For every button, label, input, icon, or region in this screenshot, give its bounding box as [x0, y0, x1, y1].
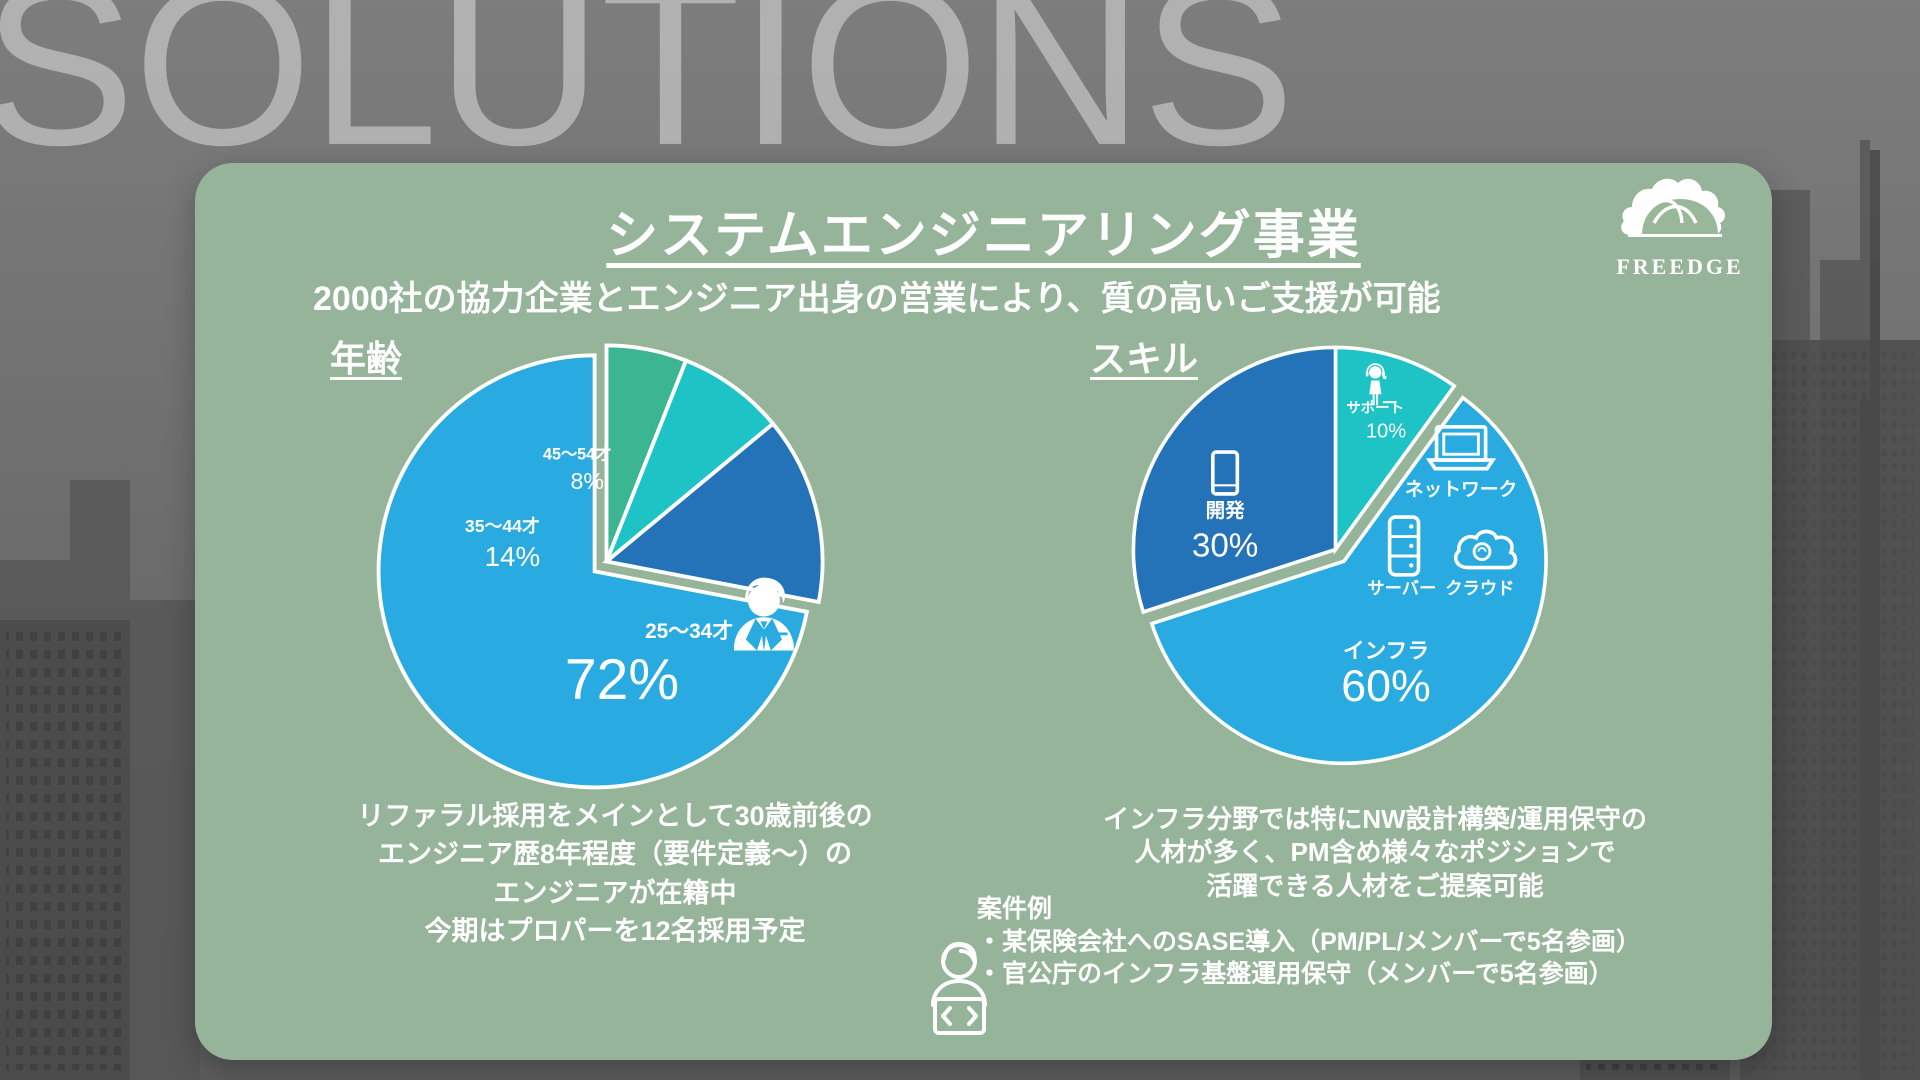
svg-text:8%: 8% [570, 468, 603, 494]
svg-text:45〜54才: 45〜54才 [543, 445, 611, 464]
svg-text:30%: 30% [1192, 528, 1258, 565]
svg-text:開発: 開発 [1206, 499, 1245, 522]
svg-text:ネットワーク: ネットワーク [1405, 478, 1518, 499]
svg-text:72%: 72% [565, 648, 679, 712]
svg-text:インフラ: インフラ [1343, 638, 1429, 663]
svg-text:60%: 60% [1341, 661, 1431, 711]
svg-text:35〜44才: 35〜44才 [465, 515, 540, 536]
svg-text:サーバー: サーバー [1367, 578, 1436, 598]
svg-text:14%: 14% [485, 541, 541, 572]
svg-text:サポート: サポート [1346, 398, 1404, 416]
svg-text:クラウド: クラウド [1445, 578, 1514, 598]
svg-text:10%: 10% [1366, 421, 1406, 443]
svg-text:25〜34才: 25〜34才 [645, 619, 733, 643]
